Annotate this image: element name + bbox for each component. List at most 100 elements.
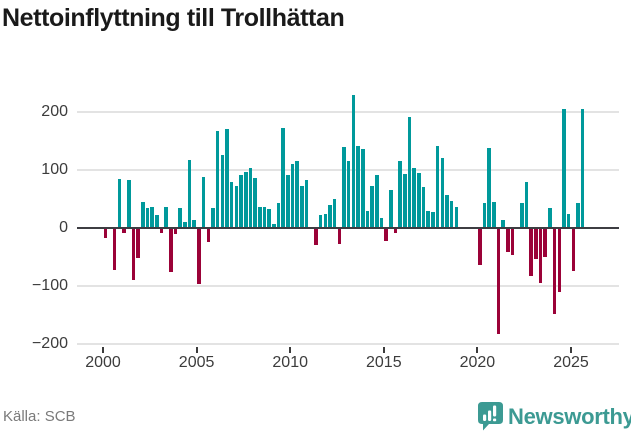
bar-2020q4 — [491, 201, 496, 228]
bar-2000q4 — [117, 179, 122, 228]
bar-2006q3 — [225, 128, 229, 228]
x-axis-label: 2015 — [366, 354, 402, 371]
bar-2016q4 — [417, 172, 421, 228]
bar-2017q2 — [426, 211, 431, 228]
x-axis-tick — [382, 347, 385, 353]
bar-2002q4 — [155, 214, 159, 228]
bar-2012q2 — [332, 199, 337, 228]
brand-wordmark: Newsworthy — [508, 404, 631, 429]
bar-2014q3 — [374, 174, 379, 228]
x-axis-label: 2020 — [459, 354, 496, 371]
bar-2002q2 — [145, 208, 150, 228]
bar-2005q4 — [211, 207, 215, 228]
bar-2008q1 — [253, 177, 257, 228]
y-axis-label: −100 — [31, 277, 68, 294]
bar-2021q2 — [501, 220, 505, 228]
bar-2024q1 — [552, 228, 557, 314]
bar-2020q3 — [487, 147, 491, 228]
gridline — [77, 111, 619, 113]
bar-2014q2 — [370, 186, 374, 228]
bar-2013q2 — [351, 95, 356, 228]
bar-2000q1 — [103, 228, 108, 239]
bar-2024q2 — [557, 228, 562, 292]
bar-2021q3 — [506, 228, 510, 253]
bar-2010q3 — [300, 185, 304, 228]
bar-2015q2 — [389, 189, 393, 228]
bar-2001q2 — [126, 180, 131, 228]
source-label: Källa: SCB — [3, 408, 76, 425]
bar-2025q3 — [580, 108, 585, 228]
bar-2004q4 — [192, 219, 197, 228]
bar-2018q1 — [440, 158, 445, 228]
bar-2020q1 — [477, 228, 482, 265]
bar-2011q4 — [323, 214, 328, 228]
bar-2015q1 — [384, 228, 388, 241]
bar-2001q3 — [131, 228, 136, 281]
bar-2004q2 — [183, 222, 187, 228]
bar-2018q3 — [449, 200, 454, 228]
gridline — [77, 343, 619, 345]
bar-2007q4 — [248, 168, 253, 228]
y-axis-label: 200 — [41, 103, 68, 120]
bar-2003q2 — [164, 206, 168, 228]
bar-2017q1 — [421, 187, 426, 228]
bar-2015q3 — [393, 228, 398, 234]
bar-2004q3 — [187, 160, 192, 228]
bar-2001q1 — [122, 228, 126, 233]
bar-2001q4 — [136, 228, 140, 258]
x-axis-label: 2005 — [178, 354, 215, 371]
bar-2006q1 — [215, 130, 220, 228]
bar-2022q2 — [520, 203, 524, 228]
bar-2005q1 — [197, 228, 201, 284]
bar-2010q4 — [304, 180, 309, 228]
bar-2009q1 — [272, 223, 276, 228]
bar-2025q1 — [571, 228, 576, 271]
bar-2004q1 — [178, 208, 182, 228]
bar-2009q2 — [276, 203, 281, 228]
x-axis-tick — [195, 347, 198, 353]
bar-2023q2 — [538, 228, 543, 284]
bar-2013q4 — [360, 149, 365, 228]
gridline — [77, 285, 619, 287]
x-axis-label: 2025 — [553, 354, 589, 371]
bar-2007q3 — [243, 171, 248, 228]
bar-2017q3 — [431, 211, 435, 228]
bar-2005q3 — [206, 228, 211, 242]
bar-2023q3 — [543, 228, 548, 257]
y-axis-label: 100 — [41, 161, 68, 178]
bar-2012q3 — [337, 228, 342, 245]
bar-2014q4 — [379, 217, 384, 228]
x-axis-tick — [570, 347, 572, 353]
bar-2009q3 — [281, 128, 285, 228]
y-axis-label: 0 — [59, 219, 68, 236]
bar-2021q4 — [510, 228, 515, 256]
zero-axis-line — [77, 226, 619, 230]
bar-2003q1 — [159, 228, 164, 233]
bar-2024q3 — [562, 108, 566, 228]
bar-2016q2 — [407, 117, 412, 228]
bar-2006q4 — [229, 181, 234, 228]
bar-2021q1 — [496, 228, 501, 335]
bar-2010q2 — [295, 161, 299, 228]
bar-2009q4 — [286, 175, 290, 228]
bar-2013q3 — [356, 146, 360, 228]
newsworthy-badge-icon — [478, 402, 503, 431]
bar-2011q2 — [314, 228, 318, 245]
bar-2013q1 — [346, 161, 351, 228]
bar-2007q2 — [239, 175, 243, 228]
bar-2012q1 — [328, 204, 332, 228]
bar-2000q3 — [112, 228, 117, 271]
x-axis-tick — [102, 347, 104, 353]
bar-2016q1 — [403, 174, 407, 228]
x-axis-tick — [289, 347, 292, 353]
bar-2012q4 — [342, 146, 346, 228]
bar-2005q2 — [201, 176, 206, 228]
x-axis-tick — [476, 347, 479, 353]
bar-2008q4 — [267, 209, 271, 228]
bar-2007q1 — [234, 186, 239, 228]
bar-2003q4 — [173, 228, 178, 234]
bar-2008q3 — [262, 207, 267, 228]
bar-2002q1 — [140, 202, 145, 228]
y-axis-label: −200 — [31, 335, 68, 352]
